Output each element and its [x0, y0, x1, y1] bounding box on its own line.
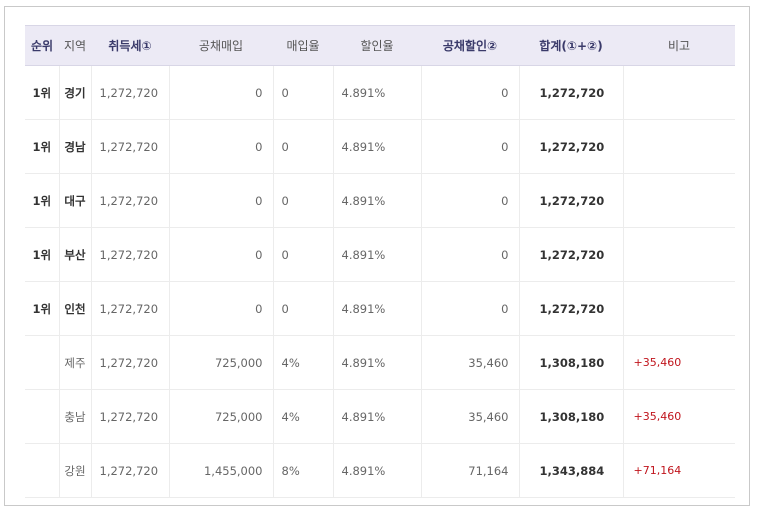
bond-discount-cell: 0 [420, 173, 519, 228]
bond-discount-cell: 0 [420, 65, 519, 120]
region-cell: 대구 [58, 173, 91, 228]
note-cell [622, 119, 735, 174]
region-cell: 경기 [58, 65, 91, 120]
table-row: 충남 1,272,720 725,000 4% 4.891% 35,460 1,308,18… [25, 389, 735, 444]
header-rank: 순위 [25, 25, 59, 66]
note-cell [622, 173, 735, 228]
region-cell: 인천 [58, 281, 91, 336]
purchase-rate-cell: 0 [272, 119, 333, 174]
bond-purchase-cell: 725,000 [168, 335, 273, 390]
header-discount-rate: 할인율 [333, 25, 421, 66]
purchase-rate-cell: 4% [272, 335, 333, 390]
acquisition-tax-cell: 1,272,720 [90, 335, 169, 390]
table-header-row: 순위 지역 취득세① 공채매입 매입율 할인율 공채할인② 합계(①+②) 비고 [25, 25, 735, 66]
purchase-rate-cell: 0 [272, 281, 333, 336]
purchase-rate-cell: 0 [272, 65, 333, 120]
header-bond-discount: 공채할인② [421, 25, 519, 66]
rank-cell: 1위 [25, 227, 59, 282]
note-cell [622, 65, 735, 120]
bond-discount-cell: 0 [420, 227, 519, 282]
discount-rate-cell: 4.891% [332, 119, 421, 174]
bond-purchase-cell: 0 [168, 119, 273, 174]
table-row: 1위 대구 1,272,720 0 0 4.891% 0 1,272,720 [25, 173, 735, 228]
note-cell: +35,460 [622, 335, 735, 390]
rank-cell [25, 443, 59, 498]
acquisition-tax-cell: 1,272,720 [90, 443, 169, 498]
bond-purchase-cell: 0 [168, 173, 273, 228]
total-cell: 1,272,720 [518, 227, 623, 282]
acquisition-tax-cell: 1,272,720 [90, 65, 169, 120]
acquisition-tax-cell: 1,272,720 [90, 227, 169, 282]
bond-purchase-cell: 0 [168, 281, 273, 336]
bond-purchase-cell: 0 [168, 65, 273, 120]
table-row: 강원 1,272,720 1,455,000 8% 4.891% 71,164 1,343,… [25, 443, 735, 498]
total-cell: 1,272,720 [518, 119, 623, 174]
bond-discount-cell: 35,460 [420, 335, 519, 390]
purchase-rate-cell: 4% [272, 389, 333, 444]
total-cell: 1,272,720 [518, 65, 623, 120]
total-cell: 1,272,720 [518, 281, 623, 336]
bond-discount-cell: 71,164 [420, 443, 519, 498]
header-region: 지역 [59, 25, 91, 66]
total-cell: 1,343,884 [518, 443, 623, 498]
tax-comparison-table: 순위 지역 취득세① 공채매입 매입율 할인율 공채할인② 합계(①+②) 비고… [25, 25, 735, 498]
region-cell: 강원 [58, 443, 91, 498]
total-cell: 1,308,180 [518, 389, 623, 444]
acquisition-tax-cell: 1,272,720 [90, 281, 169, 336]
bond-purchase-cell: 1,455,000 [168, 443, 273, 498]
purchase-rate-cell: 0 [272, 227, 333, 282]
discount-rate-cell: 4.891% [332, 443, 421, 498]
bond-discount-cell: 35,460 [420, 389, 519, 444]
region-cell: 경남 [58, 119, 91, 174]
table-frame: 순위 지역 취득세① 공채매입 매입율 할인율 공채할인② 합계(①+②) 비고… [4, 6, 750, 506]
note-cell [622, 227, 735, 282]
acquisition-tax-cell: 1,272,720 [90, 119, 169, 174]
total-cell: 1,308,180 [518, 335, 623, 390]
header-note: 비고 [623, 25, 735, 66]
bond-purchase-cell: 725,000 [168, 389, 273, 444]
discount-rate-cell: 4.891% [332, 227, 421, 282]
bond-purchase-cell: 0 [168, 227, 273, 282]
note-cell: +71,164 [622, 443, 735, 498]
table-row: 1위 부산 1,272,720 0 0 4.891% 0 1,272,720 [25, 227, 735, 282]
rank-cell: 1위 [25, 281, 59, 336]
header-purchase-rate: 매입율 [273, 25, 333, 66]
purchase-rate-cell: 0 [272, 173, 333, 228]
total-cell: 1,272,720 [518, 173, 623, 228]
rank-cell: 1위 [25, 173, 59, 228]
discount-rate-cell: 4.891% [332, 65, 421, 120]
bond-discount-cell: 0 [420, 119, 519, 174]
discount-rate-cell: 4.891% [332, 335, 421, 390]
discount-rate-cell: 4.891% [332, 281, 421, 336]
region-cell: 충남 [58, 389, 91, 444]
header-total: 합계(①+②) [519, 25, 623, 66]
table-row: 제주 1,272,720 725,000 4% 4.891% 35,460 1,308,18… [25, 335, 735, 390]
region-cell: 부산 [58, 227, 91, 282]
header-bond-purchase: 공채매입 [169, 25, 273, 66]
bond-discount-cell: 0 [420, 281, 519, 336]
discount-rate-cell: 4.891% [332, 389, 421, 444]
rank-cell [25, 389, 59, 444]
purchase-rate-cell: 8% [272, 443, 333, 498]
rank-cell: 1위 [25, 65, 59, 120]
header-acquisition-tax: 취득세① [91, 25, 169, 66]
rank-cell: 1위 [25, 119, 59, 174]
note-cell: +35,460 [622, 389, 735, 444]
region-cell: 제주 [58, 335, 91, 390]
table-row: 1위 경남 1,272,720 0 0 4.891% 0 1,272,720 [25, 119, 735, 174]
table-row: 1위 경기 1,272,720 0 0 4.891% 0 1,272,720 [25, 65, 735, 120]
acquisition-tax-cell: 1,272,720 [90, 173, 169, 228]
rank-cell [25, 335, 59, 390]
discount-rate-cell: 4.891% [332, 173, 421, 228]
acquisition-tax-cell: 1,272,720 [90, 389, 169, 444]
table-row: 1위 인천 1,272,720 0 0 4.891% 0 1,272,720 [25, 281, 735, 336]
note-cell [622, 281, 735, 336]
